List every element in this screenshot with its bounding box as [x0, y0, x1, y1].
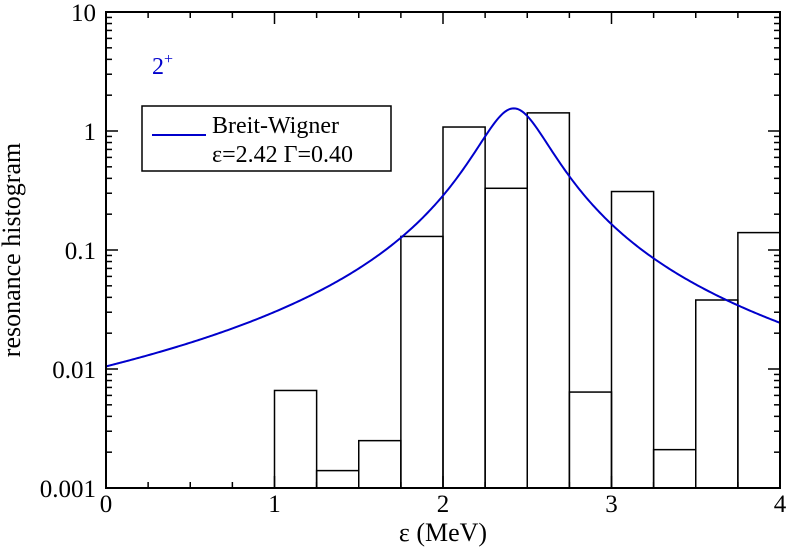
histogram-bar-4: [442, 126, 486, 489]
y-tick-label: 10: [71, 0, 96, 27]
y-tick-label: 0.1: [65, 238, 96, 265]
histogram-bar-11: [737, 231, 781, 489]
y-axis-label: resonance histogram: [0, 143, 26, 357]
histogram-bar-10: [695, 299, 739, 489]
breit-wigner-curve: [105, 107, 781, 368]
histogram-bar-9: [652, 448, 697, 489]
histogram-bar-3: [400, 235, 444, 489]
legend-series-params: ε=2.42 Γ=0.40: [212, 142, 353, 168]
annotation-2plus: 2+: [152, 51, 173, 80]
plot-frame: [105, 11, 781, 489]
legend: Breit-Wigner ε=2.42 Γ=0.40: [141, 105, 392, 172]
legend-box: [141, 105, 392, 172]
histogram-bar-5: [484, 187, 528, 489]
histogram-bar-8: [610, 190, 655, 489]
histogram-bar-7: [568, 391, 613, 489]
x-tick-label: 2: [437, 491, 450, 518]
histogram-bar-2: [358, 439, 402, 489]
x-axis-label: ε (MeV): [399, 518, 487, 547]
y-tick-label: 0.001: [40, 476, 96, 503]
x-tick-label: 3: [605, 491, 618, 518]
x-tick-label: 0: [100, 491, 113, 518]
tick-labels: 0 1 2 3 4 0.001 0.01 0.1 1 10: [40, 0, 787, 518]
y-tick-label: 0.01: [52, 357, 96, 384]
legend-series-name: Breit-Wigner: [212, 113, 339, 139]
x-tick-label: 1: [268, 491, 281, 518]
histogram-bar-1: [315, 469, 360, 489]
histogram-bar-0: [273, 389, 318, 489]
y-tick-label: 1: [84, 119, 97, 146]
x-tick-label: 4: [774, 491, 787, 518]
